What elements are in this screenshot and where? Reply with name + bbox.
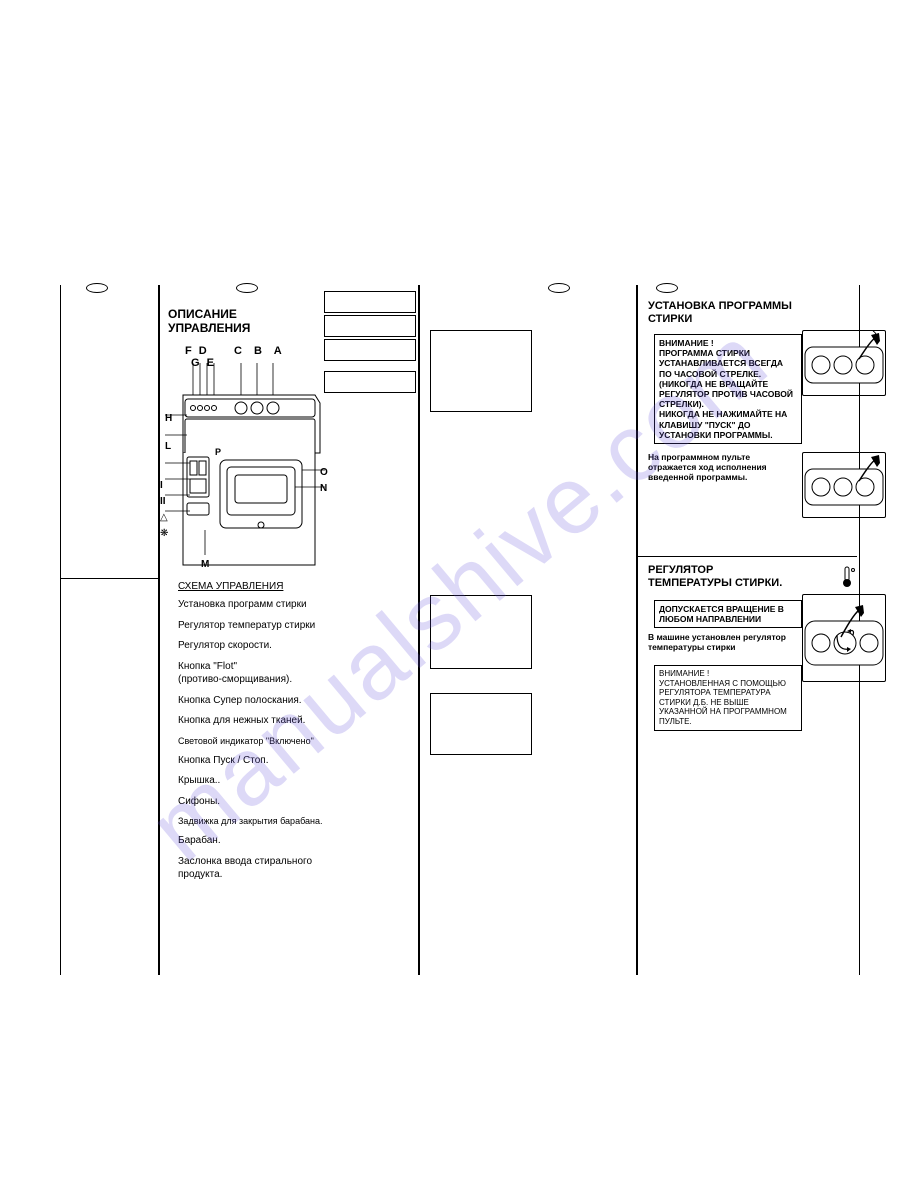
list-item: Задвижка для закрытия барабана. [178, 815, 328, 827]
info-box: ДОПУСКАЕТСЯ ВРАЩЕНИЕ В ЛЮБОМ НАПРАВЛЕНИИ [654, 600, 802, 628]
binder-hole [548, 283, 570, 293]
list-item: Регулятор температур стирки [178, 619, 328, 633]
title-line: ОПИСАНИЕ [168, 307, 237, 321]
warning-box: ВНИМАНИЕ ! ПРОГРАММА СТИРКИ УСТАНАВЛИВАЕ… [654, 334, 802, 444]
blank-box [324, 291, 416, 313]
divider [60, 578, 158, 579]
left-labels: HL [165, 412, 172, 454]
list-item: Кнопка "Flot" (противо-сморщивания). [178, 660, 328, 687]
list-item: Регулятор скорости. [178, 639, 328, 653]
title-line: УПРАВЛЕНИЯ [168, 321, 250, 335]
warning-box: ВНИМАНИЕ ! УСТАНОВЛЕННАЯ С ПОМОЩЬЮ РЕГУЛ… [654, 665, 802, 731]
list-item: Крышка.. [178, 774, 328, 788]
list-item: Установка программ стирки [178, 598, 328, 612]
list-item: Кнопка для нежных тканей. [178, 714, 328, 728]
controls-heading: СХЕМА УПРАВЛЕНИЯ [178, 581, 283, 592]
knob-illustration [802, 594, 886, 682]
binder-hole [86, 283, 108, 293]
thermometer-icon [838, 566, 858, 588]
list-item: Световой индикатор "Включено" [178, 735, 328, 747]
list-item: Кнопка Супер полоскания. [178, 694, 328, 708]
note-text: На программном пульте отражается ход исп… [648, 452, 778, 483]
binder-hole [236, 283, 258, 293]
section-title: ОПИСАНИЕ УПРАВЛЕНИЯ [168, 307, 250, 336]
note-text: В машине установлен регулятор температур… [648, 632, 793, 652]
blank-box [430, 595, 532, 669]
svg-text:P: P [215, 447, 221, 457]
binder-hole [656, 283, 678, 293]
controls-list: Установка программ стирки Регулятор темп… [178, 598, 328, 889]
label-m: M [201, 559, 209, 570]
control-diagram: M P [165, 355, 340, 575]
left-symbols: III△❋ [160, 478, 168, 542]
list-item: Заслонка ввода стирального продукта. [178, 855, 328, 882]
list-item: Сифоны. [178, 795, 328, 809]
blank-box [430, 330, 532, 412]
column-1 [60, 285, 160, 975]
blank-box [324, 315, 416, 337]
divider [637, 556, 857, 557]
right-labels: ON [320, 465, 328, 497]
section-title: УСТАНОВКА ПРОГРАММЫ СТИРКИ [648, 300, 792, 325]
blank-box [430, 693, 532, 755]
list-item: Барабан. [178, 834, 328, 848]
knob-illustration [802, 452, 886, 518]
top-labels: F D C B A G E [185, 345, 284, 369]
section-title: РЕГУЛЯТОР ТЕМПЕРАТУРЫ СТИРКИ. [648, 564, 782, 589]
list-item: Кнопка Пуск / Стоп. [178, 754, 328, 768]
knob-illustration [802, 330, 886, 396]
